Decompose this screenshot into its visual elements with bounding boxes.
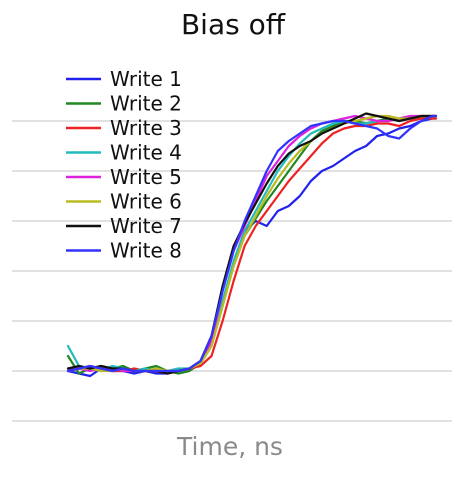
series-line-1 <box>66 117 438 378</box>
x-axis-label: Time, ns <box>176 432 283 461</box>
legend-label-3: Write 3 <box>110 116 182 140</box>
chart-title: Bias off <box>181 8 286 41</box>
legend-label-5: Write 5 <box>110 165 182 189</box>
legend-label-8: Write 8 <box>110 239 182 263</box>
legend-label-6: Write 6 <box>110 190 182 214</box>
legend-label-4: Write 4 <box>110 141 182 165</box>
legend-label-7: Write 7 <box>110 214 182 238</box>
series-lines <box>66 112 438 378</box>
legend-label-2: Write 2 <box>110 92 182 116</box>
series-line-8 <box>66 114 438 373</box>
legend-label-1: Write 1 <box>110 67 182 91</box>
